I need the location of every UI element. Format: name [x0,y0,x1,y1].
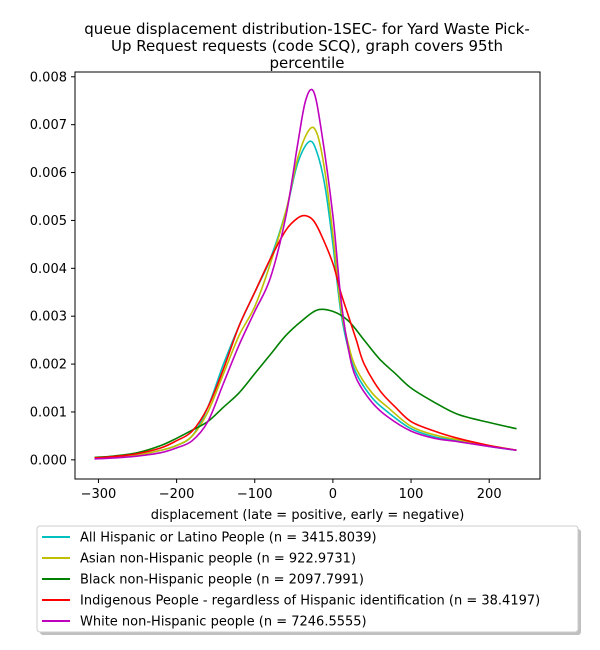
y-tick-label: 0.006 [30,166,67,181]
y-tick-label: 0.000 [30,453,67,468]
chart-title-line: percentile [269,54,344,72]
x-tick-label: −100 [237,487,273,502]
chart-title-line: Up Request requests (code SCQ), graph co… [111,37,503,55]
chart-title-line: queue displacement distribution-1SEC- fo… [84,20,530,38]
x-tick-label: −200 [159,487,195,502]
x-tick-label: −300 [81,487,117,502]
x-axis: −300 −200 −100 0 100 200 [81,479,502,502]
series-lines [94,88,517,460]
y-tick-label: 0.005 [30,214,67,229]
series-line-4 [94,214,517,459]
series-line-2 [94,126,517,460]
plot-area [74,71,541,480]
legend-entry-5: White non-Hispanic people (n = 7246.5555… [80,615,367,630]
legend-entry-2: Asian non-Hispanic people (n = 922.9731) [80,552,356,567]
legend-entry-1: All Hispanic or Latino People (n = 3415.… [80,531,377,546]
y-tick-label: 0.002 [30,358,67,373]
y-tick-label: 0.004 [30,262,67,277]
series-line-3 [94,308,517,459]
y-tick-label: 0.003 [30,310,67,325]
series-line-5 [94,88,517,460]
x-tick-label: 0 [329,487,337,502]
y-tick-label: 0.001 [30,405,67,420]
legend-box [36,525,579,633]
x-axis-label: displacement (late = positive, early = n… [151,508,465,523]
legend-entry-3: Black non-Hispanic people (n = 2097.7991… [80,573,364,588]
y-axis: 0.000 0.001 0.002 0.003 0.004 0.005 0.006 0.007… [30,70,75,468]
y-tick-label: 0.007 [30,118,67,133]
x-tick-label: 100 [399,487,424,502]
legend: All Hispanic or Latino People (n = 3415.… [36,525,581,635]
legend-entry-4: Indigenous People - regardless of Hispan… [80,594,540,609]
y-tick-label: 0.008 [30,70,67,85]
x-tick-label: 200 [477,487,502,502]
chart-title: queue displacement distribution-1SEC- fo… [84,20,530,72]
